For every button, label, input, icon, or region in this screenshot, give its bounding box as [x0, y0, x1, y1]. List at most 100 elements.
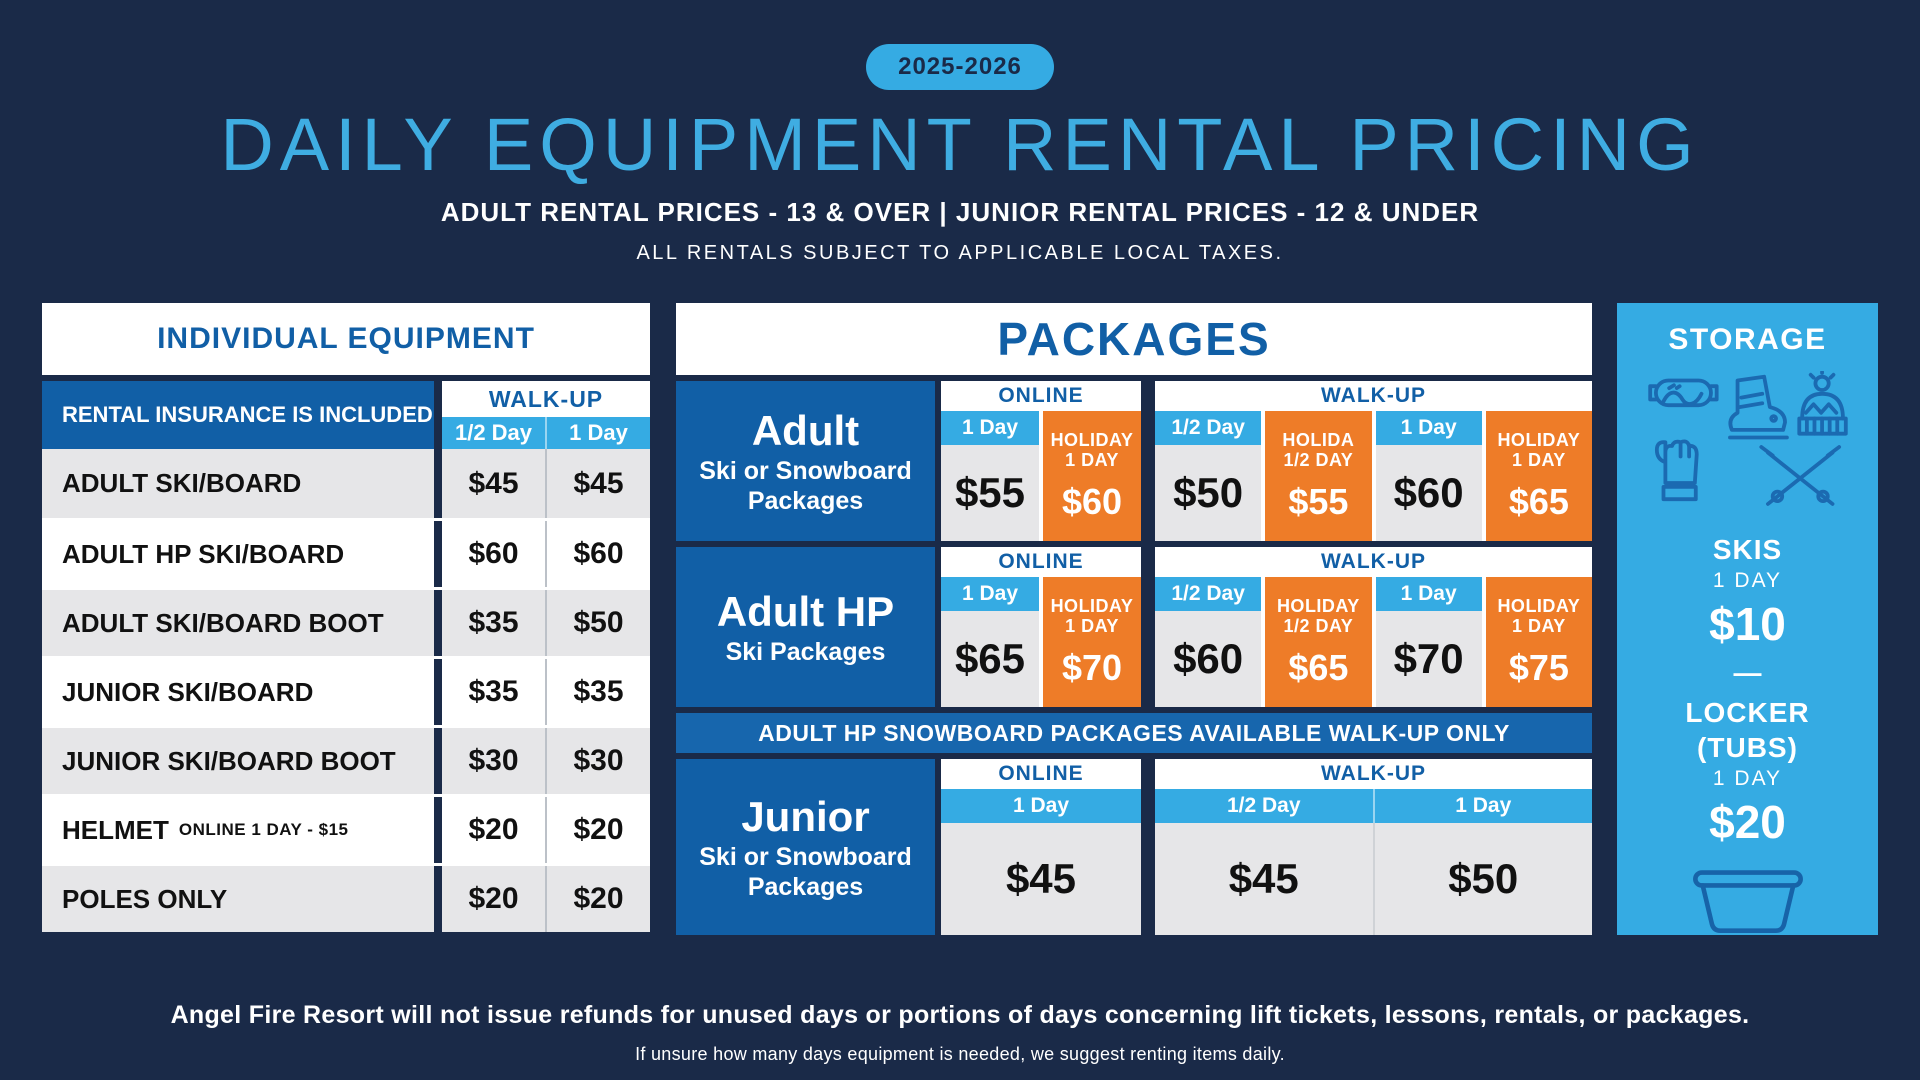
season-badge: 2025-2026: [866, 44, 1054, 90]
day-column-header: 1 Day: [1012, 794, 1070, 817]
online-group: ONLINE 1 Day $65 HOLIDAY 1 DAY $70: [941, 547, 1141, 707]
walkup-header: WALK-UP: [1321, 762, 1426, 785]
holiday-price: $65: [1508, 480, 1569, 522]
insurance-note: RENTAL INSURANCE IS INCLUDED: [42, 381, 434, 449]
row-label: JUNIOR SKI/BOARD BOOT: [62, 745, 396, 776]
individual-table-header: RENTAL INSURANCE IS INCLUDED WALK-UP 1/2…: [42, 381, 650, 449]
holiday-price: $65: [1288, 646, 1349, 688]
package-subtitle: Packages: [747, 487, 864, 516]
table-row: JUNIOR SKI/BOARD $35 $35: [42, 656, 650, 725]
half-day-price: $60: [442, 521, 547, 587]
table-row: POLES ONLY $20 $20: [42, 863, 650, 932]
walkup-header: WALK-UP: [1321, 384, 1426, 407]
package-name-cell: Adult HP Ski Packages: [676, 547, 935, 707]
main-content: INDIVIDUAL EQUIPMENT RENTAL INSURANCE IS…: [42, 303, 1878, 935]
package-subtitle: Packages: [747, 873, 864, 902]
equipment-icons: [1647, 371, 1848, 506]
divider: —: [1733, 656, 1762, 688]
storage-title: STORAGE: [1668, 323, 1827, 356]
online-header: ONLINE: [998, 762, 1084, 785]
locker-price: $20: [1709, 795, 1786, 848]
package-subtitle: Ski or Snowboard: [699, 843, 912, 872]
holiday-cell: HOLIDAY 1 DAY $75: [1485, 577, 1592, 707]
package-subtitle: Ski Packages: [725, 638, 886, 667]
individual-equipment-title: INDIVIDUAL EQUIPMENT: [42, 303, 650, 375]
row-note: ONLINE 1 DAY - $15: [178, 820, 349, 839]
packages-panel: PACKAGES Adult Ski or Snowboard Packages…: [676, 303, 1592, 935]
ski-poles-icon: [1758, 445, 1841, 506]
half-day-price: $45: [442, 449, 547, 518]
column-gap: [434, 381, 442, 449]
half-day-price: $20: [442, 866, 547, 932]
skis-price: $10: [1709, 597, 1786, 650]
row-label: ADULT HP SKI/BOARD: [62, 538, 345, 569]
walkup-group: WALK-UP 1/2 Day $60 HOLIDAY 1/2 DAY $65: [1155, 547, 1592, 707]
package-name-cell: Junior Ski or Snowboard Packages: [676, 759, 935, 935]
adult-packages-row: Adult Ski or Snowboard Packages ONLINE 1…: [676, 381, 1592, 541]
one-day-price: $50: [547, 590, 650, 656]
walkup-only-banner: ADULT HP SNOWBOARD PACKAGES AVAILABLE WA…: [676, 713, 1592, 753]
row-label: POLES ONLY: [62, 883, 228, 914]
storage-tub-icon: [1692, 869, 1803, 933]
holiday-cell: HOLIDAY 1/2 DAY $65: [1265, 577, 1372, 707]
holiday-cell: HOLIDAY 1 DAY $60: [1043, 411, 1141, 541]
page-subtitle: ADULT RENTAL PRICES - 13 & OVER | JUNIOR…: [440, 197, 1480, 227]
table-row: ADULT HP SKI/BOARD $60 $60: [42, 518, 650, 587]
holiday-price: $60: [1061, 480, 1123, 522]
price-cell: $70: [1375, 611, 1482, 707]
online-header: ONLINE: [998, 384, 1084, 407]
walkup-header: WALK-UP: [1321, 550, 1426, 573]
tax-note: ALL RENTALS SUBJECT TO APPLICABLE LOCAL …: [636, 242, 1284, 264]
adult-hp-packages-row: Adult HP Ski Packages ONLINE 1 Day $65 H…: [676, 547, 1592, 707]
package-name-cell: Adult Ski or Snowboard Packages: [676, 381, 935, 541]
price-cell: $45: [1155, 823, 1375, 935]
skis-duration: 1 DAY: [1712, 568, 1783, 592]
price-cell: $45: [1005, 855, 1077, 902]
one-day-price: $20: [547, 866, 650, 932]
one-day-price: $60: [547, 521, 650, 587]
holiday-price: $70: [1061, 646, 1123, 688]
day-column-header: 1 Day: [1455, 794, 1512, 817]
individual-equipment-panel: INDIVIDUAL EQUIPMENT RENTAL INSURANCE IS…: [42, 303, 650, 935]
storage-panel: STORAGE: [1617, 303, 1878, 935]
price-cell: $50: [1448, 855, 1519, 902]
online-group: ONLINE 1 Day $45: [941, 759, 1141, 935]
junior-packages-row: Junior Ski or Snowboard Packages ONLINE …: [676, 759, 1592, 935]
one-day-price: $45: [547, 449, 650, 518]
table-row: HELMET ONLINE 1 DAY - $15 $20 $20: [42, 794, 650, 863]
holiday-price: $55: [1288, 480, 1349, 522]
one-day-price: $30: [547, 728, 650, 794]
table-row: JUNIOR SKI/BOARD BOOT $30 $30: [42, 725, 650, 794]
ski-boot-icon: [1727, 374, 1789, 440]
price-cell: $65: [941, 611, 1039, 707]
locker-label: (TUBS): [1697, 731, 1798, 763]
day-column-header: 1 Day: [1375, 577, 1482, 611]
glove-icon: [1654, 439, 1699, 502]
package-name: Adult HP: [716, 587, 895, 635]
day-column-header: 1 Day: [941, 577, 1039, 611]
row-label: ADULT SKI/BOARD BOOT: [62, 607, 384, 638]
walkup-group: WALK-UP 1/2 Day 1 Day $45 $50: [1155, 759, 1592, 935]
half-day-price: $35: [442, 659, 547, 725]
refund-policy: Angel Fire Resort will not issue refunds…: [170, 1001, 1750, 1029]
rental-suggestion: If unsure how many days equipment is nee…: [635, 1044, 1285, 1064]
row-label: HELMET: [62, 814, 169, 845]
day-column-header: 1 Day: [941, 411, 1039, 445]
online-group: ONLINE 1 Day $55 HOLIDAY 1 DAY $60: [941, 381, 1141, 541]
holiday-cell: HOLIDAY 1 DAY $65: [1485, 411, 1592, 541]
price-cell: $50: [1155, 445, 1262, 541]
holiday-cell: HOLIDA 1/2 DAY $55: [1265, 411, 1372, 541]
packages-title: PACKAGES: [676, 303, 1592, 375]
beanie-icon: [1796, 371, 1848, 436]
row-label: ADULT SKI/BOARD: [62, 468, 302, 498]
holiday-cell: HOLIDAY 1 DAY $70: [1043, 577, 1141, 707]
locker-label: LOCKER: [1685, 696, 1810, 728]
price-cell: $60: [1375, 445, 1482, 541]
day-column-header: 1/2 Day: [1155, 411, 1262, 445]
half-day-price: $30: [442, 728, 547, 794]
day-column-header: 1 Day: [1375, 411, 1482, 445]
walkup-group: WALK-UP 1/2 Day $50 HOLIDA 1/2 DAY $55 1: [1155, 381, 1592, 541]
package-name: Adult: [751, 406, 860, 454]
walkup-header: WALK-UP: [442, 381, 650, 417]
